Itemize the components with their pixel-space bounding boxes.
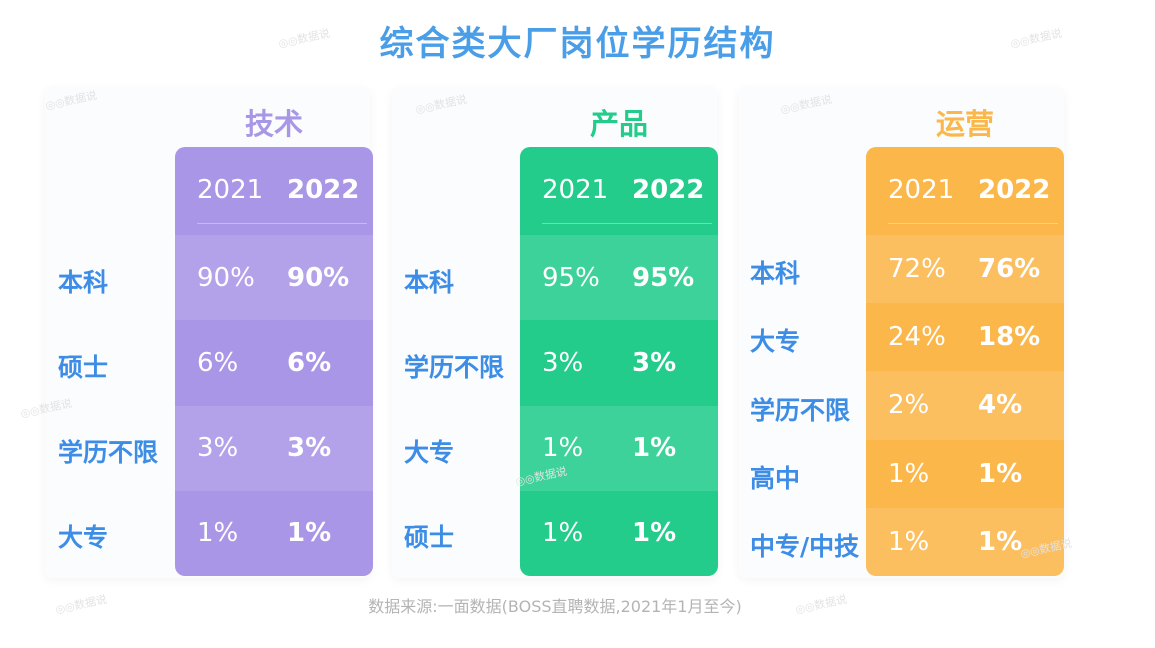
- year-header-row: 2021 2022: [175, 147, 373, 235]
- row-label: 硕士: [404, 523, 455, 553]
- value-2021: 24%: [888, 322, 946, 353]
- row-label: 高中: [750, 463, 801, 493]
- year-2021-label: 2021: [542, 175, 609, 205]
- value-2022: 1%: [978, 526, 1023, 557]
- row-label: 大专: [58, 523, 109, 553]
- value-2021: 1%: [542, 518, 584, 549]
- table-row: 2% 4%: [866, 371, 1064, 440]
- table-row: 90% 90%: [175, 235, 373, 321]
- row-label: 本科: [58, 267, 109, 297]
- data-column-product: 2021 2022 95% 95% 3% 3% 1% 1% 1% 1%: [520, 147, 718, 576]
- table-row: 1% 1%: [866, 440, 1064, 508]
- row-label: 本科: [404, 267, 455, 297]
- value-2022: 90%: [287, 262, 350, 293]
- year-header-row: 2021 2022: [520, 147, 718, 235]
- category-title-product: 产品: [589, 107, 648, 141]
- year-header-row: 2021 2022: [866, 147, 1064, 235]
- row-label: 硕士: [58, 352, 109, 382]
- category-title-ops: 运营: [935, 107, 994, 141]
- year-2022-label: 2022: [632, 175, 705, 205]
- table-row: 72% 76%: [866, 235, 1064, 304]
- value-2021: 1%: [888, 458, 930, 489]
- chart-title: 综合类大厂岗位学历结构: [379, 24, 776, 64]
- divider: [542, 223, 712, 224]
- row-label: 学历不限: [750, 395, 851, 425]
- value-2022: 76%: [978, 254, 1041, 285]
- value-2022: 1%: [632, 433, 677, 464]
- divider: [197, 223, 367, 224]
- value-2022: 18%: [978, 322, 1041, 353]
- data-column-tech: 2021 2022 90% 90% 6% 6% 3% 3% 1% 1%: [175, 147, 373, 576]
- value-2022: 1%: [632, 518, 677, 549]
- value-2022: 95%: [632, 262, 695, 293]
- value-2021: 3%: [542, 347, 584, 378]
- row-label: 中专/中技: [750, 531, 860, 561]
- value-2022: 6%: [287, 347, 332, 378]
- year-2022-label: 2022: [287, 175, 360, 205]
- table-row: 24% 18%: [866, 303, 1064, 371]
- value-2022: 1%: [978, 458, 1023, 489]
- table-row: 1% 1%: [175, 491, 373, 576]
- value-2021: 1%: [197, 518, 239, 549]
- value-2021: 2%: [888, 390, 930, 421]
- table-row: 3% 3%: [175, 405, 373, 491]
- row-label: 学历不限: [58, 438, 159, 468]
- row-label: 本科: [750, 259, 801, 289]
- data-source-note: 数据来源:一面数据(BOSS直聘数据,2021年1月至今): [368, 597, 742, 616]
- value-2022: 3%: [632, 347, 677, 378]
- value-2021: 6%: [197, 347, 239, 378]
- value-2022: 4%: [978, 390, 1023, 421]
- value-2021: 95%: [542, 262, 600, 293]
- divider: [888, 223, 1058, 224]
- data-column-ops: 2021 2022 72% 76% 24% 18% 2% 4% 1% 1% 1% 1%: [866, 147, 1064, 576]
- value-2021: 3%: [197, 433, 239, 464]
- value-2021: 90%: [197, 262, 255, 293]
- year-2021-label: 2021: [888, 175, 955, 205]
- row-label: 大专: [750, 327, 801, 357]
- value-2021: 1%: [542, 433, 584, 464]
- table-row: 95% 95%: [520, 235, 718, 321]
- value-2022: 1%: [287, 518, 332, 549]
- value-2021: 1%: [888, 526, 930, 557]
- row-label: 学历不限: [404, 352, 505, 382]
- table-row: 6% 6%: [175, 320, 373, 405]
- table-row: 3% 3%: [520, 320, 718, 405]
- table-row: 1% 1%: [520, 491, 718, 576]
- year-2021-label: 2021: [197, 175, 264, 205]
- row-label: 大专: [404, 438, 455, 468]
- category-title-tech: 技术: [244, 107, 303, 141]
- year-2022-label: 2022: [978, 175, 1051, 205]
- value-2021: 72%: [888, 254, 946, 285]
- value-2022: 3%: [287, 433, 332, 464]
